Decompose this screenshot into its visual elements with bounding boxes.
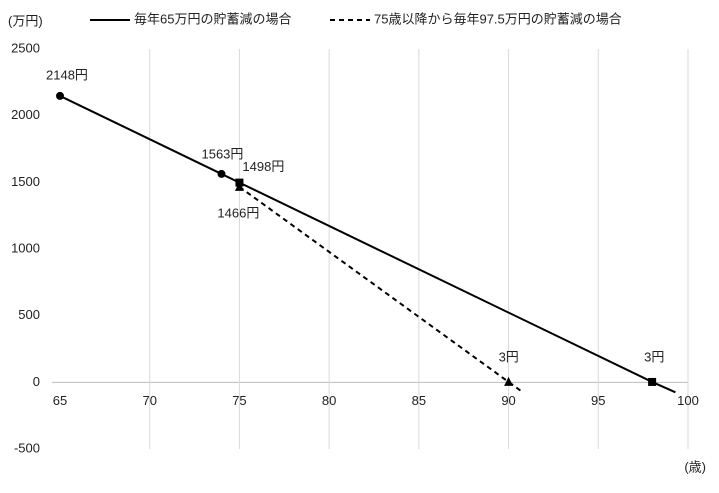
- y-tick-label: 2000: [11, 107, 40, 122]
- legend-label: 75歳以降から毎年97.5万円の貯蓄減の場合: [374, 11, 622, 26]
- x-tick-label: 90: [501, 393, 515, 408]
- marker: [648, 377, 657, 386]
- x-tick-label: 65: [53, 393, 67, 408]
- data-label: 1563円: [201, 146, 243, 161]
- data-label: 3円: [499, 349, 519, 364]
- y-tick-label: -500: [14, 440, 40, 455]
- legend-label: 毎年65万円の貯蓄減の場合: [134, 11, 291, 26]
- x-tick-label: 95: [591, 393, 605, 408]
- y-tick-label: 2500: [11, 40, 40, 55]
- series-line: [238, 186, 524, 394]
- x-tick-label: 70: [142, 393, 156, 408]
- x-tick-label: 80: [322, 393, 336, 408]
- data-label: 2148円: [46, 67, 88, 82]
- y-tick-label: 1000: [11, 240, 40, 255]
- data-label: 3円: [644, 349, 664, 364]
- y-unit: (万円): [8, 13, 43, 28]
- marker: [234, 181, 244, 191]
- y-tick-label: 0: [33, 374, 40, 389]
- data-label: 1466円: [217, 205, 259, 220]
- x-tick-label: 85: [412, 393, 426, 408]
- x-tick-label: 100: [677, 393, 699, 408]
- x-unit: (歳): [684, 459, 706, 474]
- y-tick-label: 500: [18, 307, 40, 322]
- y-tick-label: 1500: [11, 174, 40, 189]
- marker: [56, 91, 64, 100]
- marker: [217, 169, 226, 178]
- series-line: [59, 95, 676, 394]
- data-label: 1498円: [242, 159, 284, 174]
- x-tick-label: 75: [232, 393, 246, 408]
- marker: [504, 376, 514, 386]
